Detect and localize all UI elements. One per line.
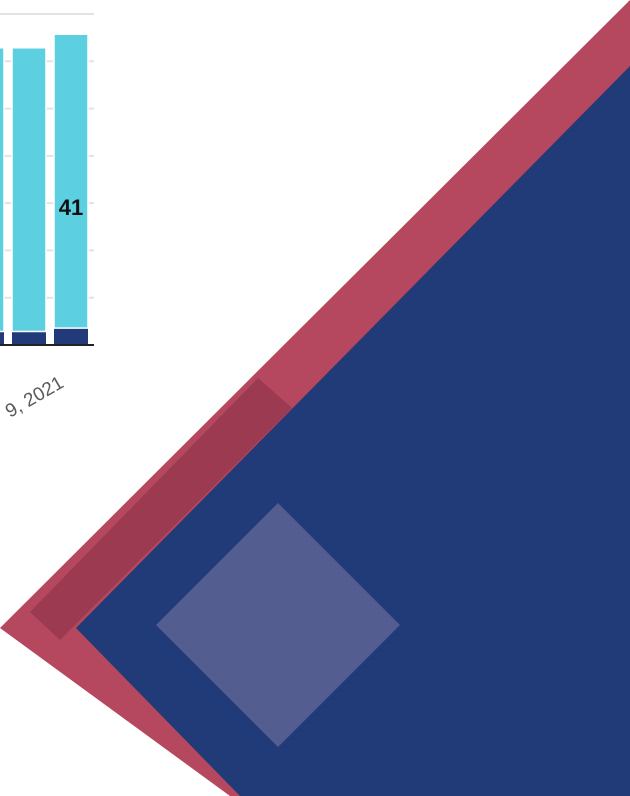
bar-segment-bottom <box>12 331 46 345</box>
data-label: 41 <box>59 195 83 220</box>
bar-segment-top <box>11 47 47 333</box>
bar-segment-bottom <box>0 331 4 345</box>
bar-segment-top <box>53 33 89 329</box>
diamond-shape <box>156 503 400 747</box>
bar-segment-bottom <box>54 328 88 345</box>
red-band-shade <box>30 378 292 640</box>
bar-segment-top <box>0 47 5 333</box>
stacked-bar-chart: 9, 2021 41 <box>0 13 94 422</box>
x-tick-label: 9, 2021 <box>2 372 67 422</box>
navy-panel <box>76 66 630 796</box>
bars <box>0 33 89 345</box>
